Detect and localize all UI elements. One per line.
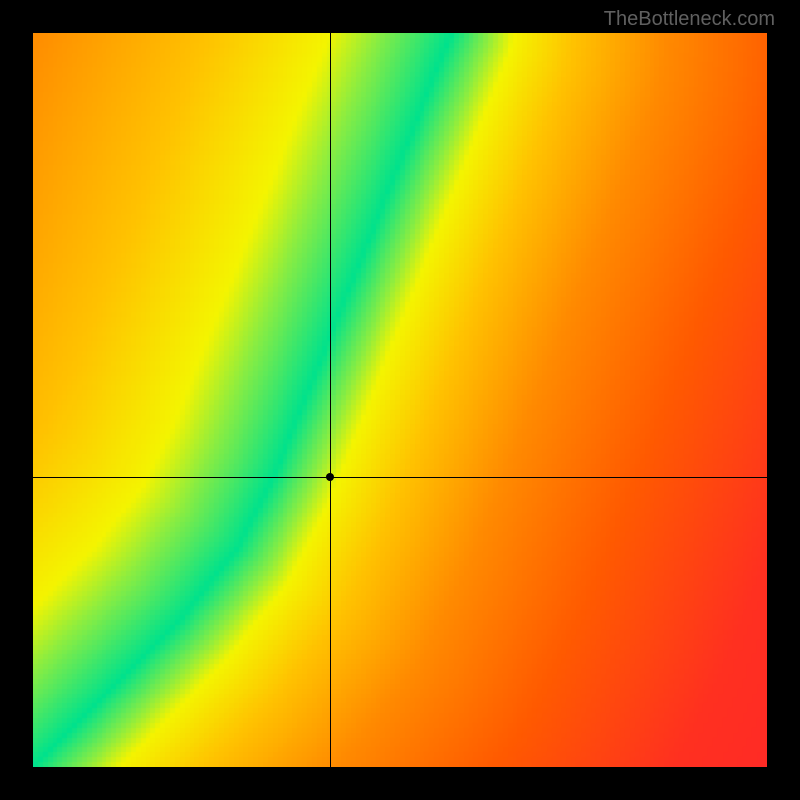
marker-dot [326, 473, 334, 481]
crosshair-vertical [330, 33, 331, 767]
heatmap-canvas [33, 33, 767, 767]
heatmap-plot [33, 33, 767, 767]
watermark-text: TheBottleneck.com [604, 8, 775, 31]
crosshair-horizontal [33, 477, 767, 478]
